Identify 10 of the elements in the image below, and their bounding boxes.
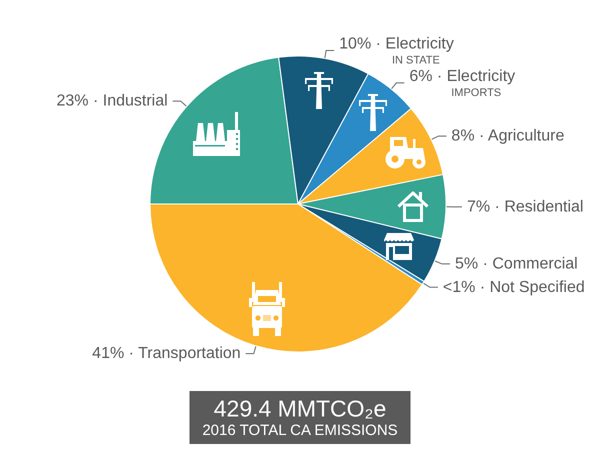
slice-label: 6% · Electricity IMPORTS [409,68,516,99]
text: 429.4 MMTCO₂e [214,396,386,422]
slice-label: 5% · Commercial [455,255,578,272]
slice-label: 10% · Electricity IN STATE [339,36,454,67]
text: 2016 TOTAL CA EMISSIONS [202,422,398,439]
slice-label: 41% · Transportation [92,345,241,362]
slice-label: 23% · Industrial [56,92,168,110]
slice-label: <1% · Not Specified [442,278,585,296]
slice-label: 7% · Residential [466,198,584,216]
slice-label: 8% · Agriculture [451,128,564,145]
